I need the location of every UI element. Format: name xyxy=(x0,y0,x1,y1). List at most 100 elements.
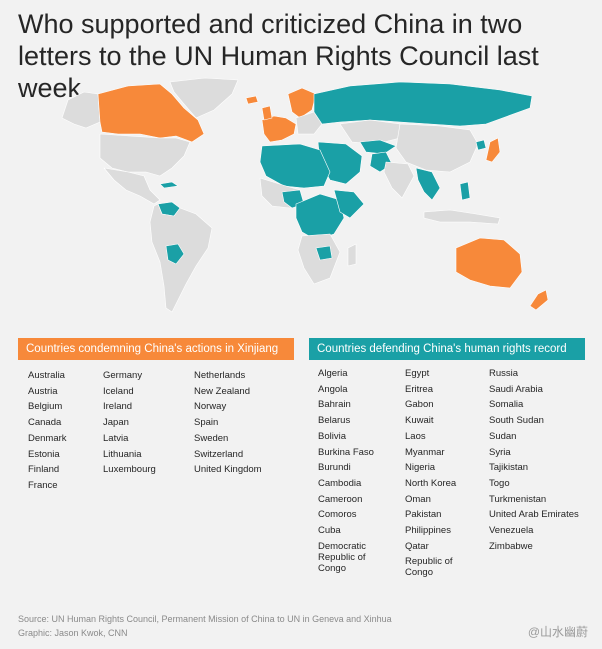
country-item: Burundi xyxy=(318,462,351,474)
country-item: Oman xyxy=(405,493,431,505)
map-title: Who supported and criticized China in tw… xyxy=(18,9,539,103)
country-item: Togo xyxy=(489,477,510,489)
country-item: Nigeria xyxy=(405,462,436,474)
country-item: Russia xyxy=(489,368,519,379)
madagascar xyxy=(347,243,357,267)
russia xyxy=(313,81,533,127)
country-item: Belgium xyxy=(28,401,63,413)
country-item: Austria xyxy=(28,385,58,397)
europe-west xyxy=(261,115,297,143)
canada xyxy=(97,83,205,143)
southern-africa xyxy=(297,233,341,285)
scandinavia xyxy=(287,87,317,119)
country-item: Canada xyxy=(28,417,62,429)
country-item: Ireland xyxy=(103,401,133,413)
source-note: Source: UN Human Rights Council, Permane… xyxy=(18,614,392,624)
alaska xyxy=(61,91,101,129)
new-zealand xyxy=(529,289,549,311)
country-item: Spain xyxy=(194,417,219,429)
uk-ireland xyxy=(261,105,273,121)
north-africa xyxy=(259,143,331,189)
country-item: Latvia xyxy=(103,432,129,444)
country-item: Luxembourg xyxy=(103,464,156,476)
country-item: Turkmenistan xyxy=(489,493,547,505)
horn-of-africa xyxy=(333,189,365,219)
zimbabwe xyxy=(315,245,333,261)
china xyxy=(395,123,479,173)
mexico xyxy=(103,167,161,205)
country-item: Syria xyxy=(489,446,511,458)
australia xyxy=(455,237,523,289)
country-item: Sudan xyxy=(489,430,517,442)
country-item: United Arab Emirates xyxy=(489,509,579,521)
country-item: Laos xyxy=(405,430,426,442)
country-item: Denmark xyxy=(28,432,67,444)
defending-column-2: Egypt Eritrea Gabon Kuwait Laos Myanmar … xyxy=(405,366,485,578)
country-item: Bahrain xyxy=(318,399,351,411)
country-item: France xyxy=(28,479,58,491)
country-item: Norway xyxy=(194,401,227,413)
condemning-column-1: Australia Austria Belgium Canada Denmark… xyxy=(28,368,67,494)
defending-column-3: Russia Saudi Arabia Somalia South Sudan … xyxy=(489,366,589,554)
watermark: @山水幽蔚 xyxy=(527,625,588,639)
condemning-column-3: Netherlands New Zealand Norway Spain Swe… xyxy=(194,368,262,478)
country-item: Somalia xyxy=(489,399,524,411)
bolivia xyxy=(165,243,185,265)
iceland xyxy=(245,95,259,105)
country-item: Saudi Arabia xyxy=(489,383,543,395)
country-item: Algeria xyxy=(318,368,348,379)
country-item: United Kingdom xyxy=(194,464,262,476)
country-item: Angola xyxy=(318,383,348,395)
world-map xyxy=(61,77,549,313)
country-item: Philippines xyxy=(405,525,451,537)
country-item: Estonia xyxy=(28,448,60,460)
country-item: Finland xyxy=(28,464,60,476)
country-item: Democratic Republic of Congo xyxy=(318,540,367,574)
country-item: Netherlands xyxy=(194,370,246,381)
country-item: Germany xyxy=(103,370,143,381)
north-korea xyxy=(475,139,487,151)
india xyxy=(383,161,415,199)
country-item: Egypt xyxy=(405,368,430,379)
country-item: Cameroon xyxy=(318,493,363,505)
country-item: Comoros xyxy=(318,509,357,521)
central-africa xyxy=(295,193,345,241)
eastern-europe xyxy=(295,111,323,135)
country-item: Switzerland xyxy=(194,448,244,460)
country-item: Eritrea xyxy=(405,383,433,395)
country-item: Bolivia xyxy=(318,430,346,442)
country-item: Tajikistan xyxy=(489,462,529,474)
indonesia xyxy=(423,209,501,225)
se-asia xyxy=(415,167,441,201)
country-item: Australia xyxy=(28,370,65,381)
country-item: Cuba xyxy=(318,525,341,537)
country-item: Japan xyxy=(103,417,129,429)
country-item: Burkina Faso xyxy=(318,446,374,458)
country-item: Kuwait xyxy=(405,415,434,427)
defending-column-1: Algeria Angola Bahrain Belarus Bolivia B… xyxy=(318,366,398,574)
country-item: Venezuela xyxy=(489,525,534,537)
country-item: South Sudan xyxy=(489,415,544,427)
usa xyxy=(99,133,191,177)
philippines xyxy=(459,181,471,201)
japan xyxy=(485,137,501,163)
country-item: Zimbabwe xyxy=(489,540,533,552)
turkmenistan-tajikistan xyxy=(359,139,397,155)
country-item: Belarus xyxy=(318,415,351,427)
country-item: New Zealand xyxy=(194,385,250,397)
greenland xyxy=(169,77,239,119)
cuba xyxy=(159,181,179,189)
country-item: Myanmar xyxy=(405,446,445,458)
graphic-credit: Graphic: Jason Kwok, CNN xyxy=(18,628,128,638)
country-item: Cambodia xyxy=(318,477,362,489)
condemning-column-2: Germany Iceland Ireland Japan Latvia Lit… xyxy=(103,368,156,478)
legend-defending: Countries defending China's human rights… xyxy=(309,338,585,360)
country-item: Qatar xyxy=(405,540,429,552)
country-item: Lithuania xyxy=(103,448,142,460)
country-item: Sweden xyxy=(194,432,229,444)
country-item: Iceland xyxy=(103,385,134,397)
country-item: Republic of Congo xyxy=(405,556,453,579)
country-item: Gabon xyxy=(405,399,434,411)
country-item: North Korea xyxy=(405,477,457,489)
country-item: Pakistan xyxy=(405,509,442,521)
